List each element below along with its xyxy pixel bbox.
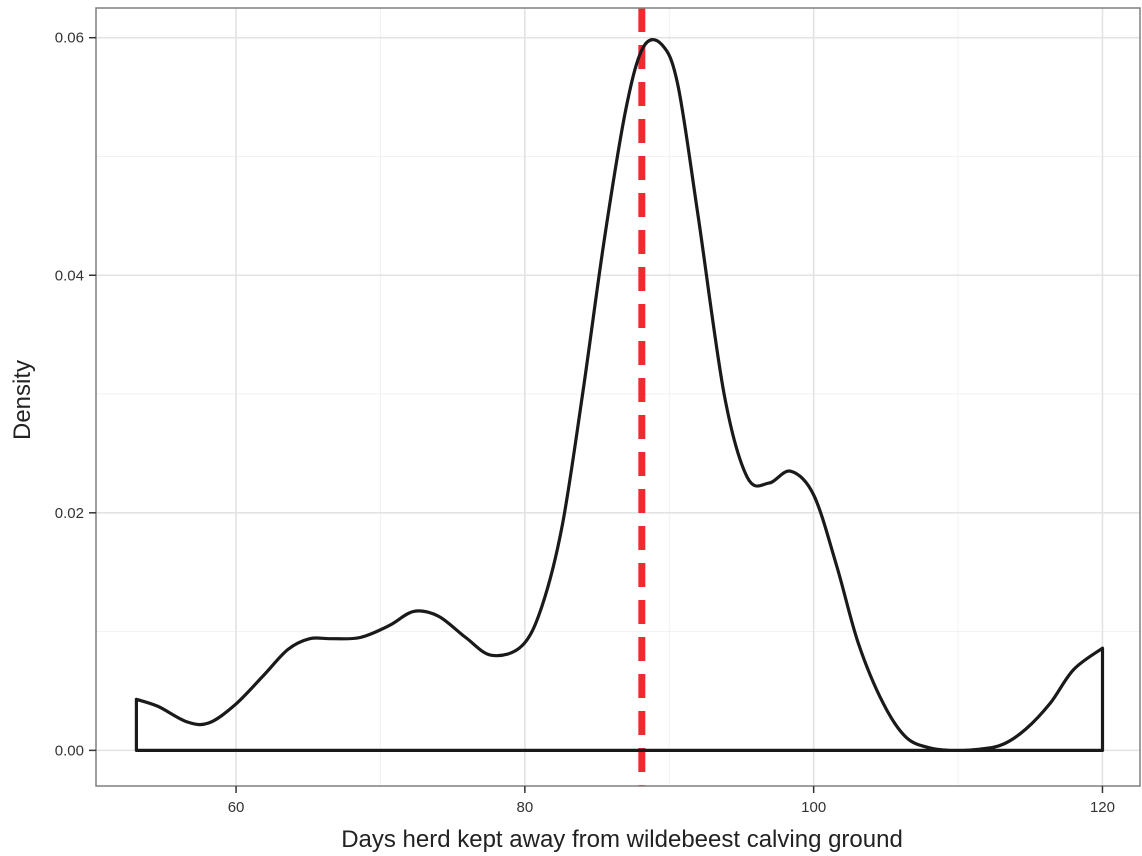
y-tick-label: 0.02 (55, 505, 84, 522)
axes: 60 80 100 120 0.00 0.02 0.04 0.06 (55, 30, 1115, 816)
x-tick-label: 120 (1090, 799, 1115, 816)
x-tick-label: 80 (517, 799, 534, 816)
plot-frame (95, 7, 1141, 787)
y-tick-label: 0.04 (55, 267, 84, 284)
density-curve-layer (134, 38, 1105, 753)
y-axis-title: Density (9, 360, 36, 440)
x-axis-title: Days herd kept away from wildebeest calv… (341, 826, 903, 853)
x-tick-label: 100 (801, 799, 826, 816)
x-tick-label: 60 (228, 799, 245, 816)
y-tick-label: 0.06 (55, 30, 84, 47)
density-curve (134, 38, 1105, 753)
y-tick-label: 0.00 (55, 742, 84, 759)
